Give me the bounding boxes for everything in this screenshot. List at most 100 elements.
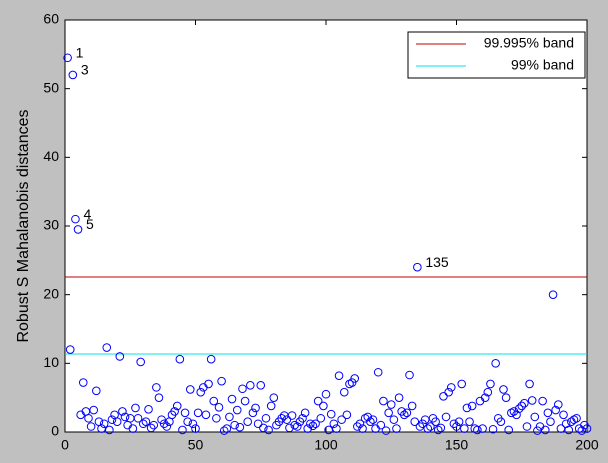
point bbox=[368, 415, 378, 424]
point bbox=[449, 419, 459, 429]
y-tick-label: 10 bbox=[43, 354, 59, 370]
point bbox=[316, 413, 326, 423]
point bbox=[431, 417, 440, 427]
point bbox=[217, 376, 226, 386]
point bbox=[446, 383, 456, 392]
y-tick-label: 50 bbox=[43, 79, 59, 95]
point bbox=[540, 425, 550, 435]
point bbox=[582, 424, 592, 433]
point bbox=[251, 403, 260, 413]
point bbox=[522, 422, 532, 431]
point bbox=[246, 381, 255, 390]
point bbox=[256, 381, 266, 390]
point bbox=[553, 400, 563, 409]
point bbox=[514, 404, 524, 413]
point bbox=[261, 413, 271, 423]
point bbox=[133, 413, 143, 423]
y-axis-label: Robust S Mahalanobis distances bbox=[15, 109, 32, 342]
point bbox=[407, 401, 417, 411]
point bbox=[546, 417, 555, 427]
point bbox=[426, 422, 435, 431]
point-label: 135 bbox=[425, 254, 449, 270]
point bbox=[235, 422, 245, 432]
x-tick-label: 150 bbox=[445, 437, 469, 453]
point bbox=[238, 384, 247, 394]
point bbox=[363, 412, 373, 422]
point-label: 1 bbox=[76, 44, 84, 60]
point bbox=[379, 396, 388, 406]
point bbox=[358, 424, 367, 433]
point bbox=[467, 401, 477, 411]
point bbox=[543, 408, 553, 418]
point bbox=[454, 417, 464, 427]
point bbox=[501, 393, 511, 402]
point bbox=[381, 426, 391, 435]
point bbox=[413, 262, 422, 272]
point bbox=[319, 401, 328, 411]
point bbox=[486, 379, 495, 389]
point bbox=[439, 391, 448, 401]
point bbox=[206, 354, 216, 364]
point bbox=[415, 422, 425, 431]
point bbox=[227, 394, 237, 404]
point bbox=[342, 410, 352, 420]
point bbox=[149, 420, 159, 430]
point bbox=[337, 415, 346, 424]
point bbox=[243, 417, 252, 427]
point bbox=[105, 425, 114, 435]
point bbox=[115, 352, 125, 361]
point bbox=[196, 387, 206, 397]
point bbox=[209, 396, 219, 406]
point bbox=[264, 425, 273, 435]
point bbox=[334, 371, 344, 380]
point bbox=[269, 393, 279, 402]
point bbox=[402, 408, 412, 418]
point bbox=[499, 385, 508, 394]
point bbox=[551, 405, 560, 415]
point bbox=[326, 409, 336, 419]
point bbox=[527, 396, 537, 405]
point bbox=[193, 408, 203, 418]
point bbox=[504, 425, 514, 435]
point bbox=[303, 424, 313, 433]
point bbox=[321, 389, 331, 399]
point bbox=[259, 423, 268, 433]
point bbox=[394, 393, 404, 402]
point bbox=[384, 408, 393, 418]
point bbox=[517, 401, 527, 411]
point bbox=[212, 413, 221, 423]
point bbox=[465, 417, 474, 427]
point bbox=[78, 378, 88, 387]
point bbox=[376, 420, 386, 430]
point bbox=[188, 419, 198, 429]
point bbox=[152, 383, 161, 392]
point bbox=[311, 419, 320, 429]
point bbox=[400, 410, 409, 420]
point bbox=[120, 412, 130, 422]
point bbox=[308, 421, 318, 431]
point bbox=[92, 386, 101, 396]
point bbox=[185, 385, 195, 394]
point bbox=[491, 359, 500, 368]
point bbox=[136, 357, 145, 367]
point bbox=[248, 408, 258, 418]
point bbox=[436, 423, 446, 433]
legend-label: 99.995% band bbox=[484, 35, 574, 51]
point bbox=[480, 393, 490, 402]
point bbox=[128, 424, 138, 433]
point bbox=[232, 405, 242, 415]
x-tick-label: 200 bbox=[575, 437, 599, 453]
point bbox=[313, 396, 323, 406]
point bbox=[306, 419, 315, 429]
point bbox=[112, 417, 122, 427]
y-tick-label: 0 bbox=[51, 423, 59, 439]
y-tick-label: 30 bbox=[43, 217, 59, 233]
point bbox=[89, 405, 99, 415]
point bbox=[572, 413, 581, 423]
point bbox=[65, 345, 75, 354]
point bbox=[355, 419, 365, 429]
point bbox=[73, 225, 83, 234]
point bbox=[530, 412, 540, 422]
